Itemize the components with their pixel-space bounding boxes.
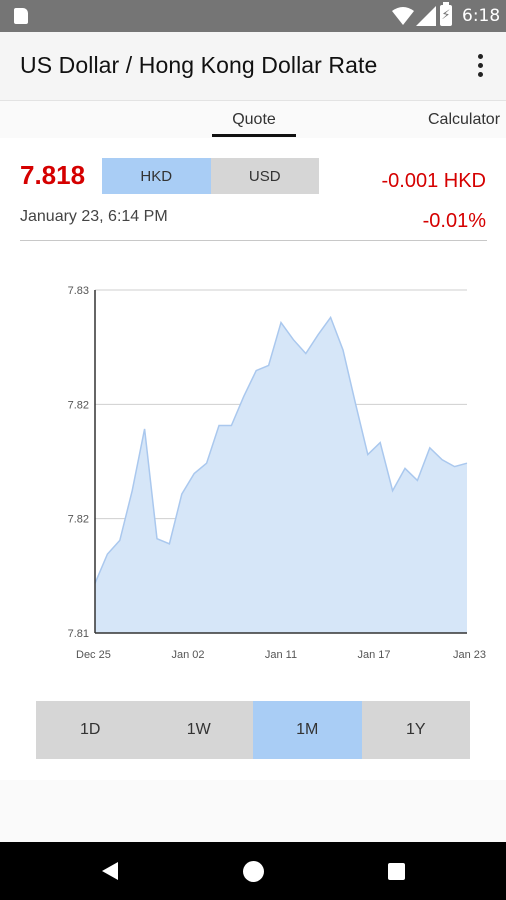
- recents-icon[interactable]: [388, 863, 405, 880]
- period-1m-button[interactable]: 1M: [253, 701, 362, 759]
- divider: [20, 240, 487, 241]
- period-1y-button[interactable]: 1Y: [361, 701, 470, 759]
- battery-charging-glyph: ⚡: [441, 7, 451, 22]
- change-absolute: -0.001 HKD: [381, 170, 487, 192]
- y-tick-label: 7.81: [68, 628, 89, 640]
- rate-value: 7.818: [20, 160, 86, 190]
- x-tick-label: Dec 25: [76, 649, 111, 661]
- period-1w-button[interactable]: 1W: [144, 701, 253, 759]
- status-time: 6:18: [462, 6, 501, 26]
- currency-usd-button[interactable]: USD: [210, 158, 319, 194]
- back-icon[interactable]: [102, 862, 118, 880]
- signal-icon: [416, 6, 436, 26]
- x-tick-label: Jan 23: [453, 649, 486, 661]
- tab-bar: Quote Calculator: [0, 100, 506, 138]
- system-nav-bar: [0, 842, 506, 900]
- y-tick-label: 7.82: [68, 399, 89, 411]
- rate-chart: 7.83 7.82 7.82 7.81 Dec 25 Jan 02 Jan 11 Jan 17…: [68, 285, 486, 661]
- tab-indicator: [212, 134, 296, 137]
- y-tick-label: 7.83: [68, 285, 89, 297]
- battery-icon: ⚡: [440, 2, 452, 26]
- x-tick-label: Jan 11: [265, 649, 297, 661]
- series-line: [94, 315, 468, 584]
- quote-timestamp: January 23, 6:14 PM: [20, 208, 168, 225]
- app-bar: US Dollar / Hong Kong Dollar Rate: [0, 32, 506, 100]
- tab-calculator[interactable]: Calculator: [428, 111, 501, 128]
- tab-quote[interactable]: Quote: [232, 111, 276, 128]
- currency-toggle: HKD USD: [102, 158, 319, 194]
- period-1d-button[interactable]: 1D: [36, 701, 145, 759]
- wifi-icon: [392, 7, 414, 25]
- area-fill: [95, 317, 467, 633]
- status-bar: ⚡ 6:18: [0, 0, 506, 32]
- change-percent: -0.01%: [422, 210, 486, 232]
- overflow-menu-icon[interactable]: [470, 52, 490, 80]
- sd-card-icon: [14, 8, 28, 24]
- y-tick-label: 7.82: [68, 514, 89, 526]
- quote-panel: 7.818 HKD USD -0.001 HKD January 23, 6:1…: [0, 138, 506, 780]
- period-selector: 1D 1W 1M 1Y: [36, 701, 470, 759]
- x-tick-label: Jan 02: [171, 649, 204, 661]
- currency-hkd-button[interactable]: HKD: [102, 158, 211, 194]
- x-tick-label: Jan 17: [357, 649, 390, 661]
- app-title: US Dollar / Hong Kong Dollar Rate: [20, 52, 378, 78]
- home-icon[interactable]: [243, 861, 264, 882]
